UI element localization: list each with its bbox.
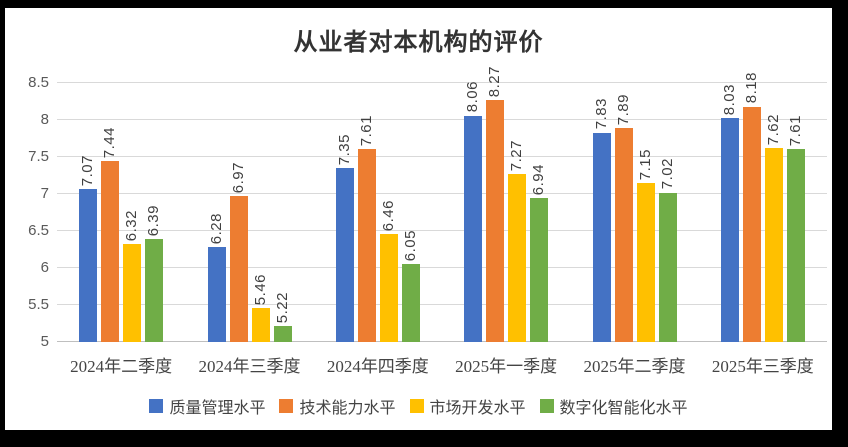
bar-value-label: 6.46 bbox=[379, 199, 397, 231]
y-tick-label: 6 bbox=[40, 259, 49, 276]
gridline bbox=[57, 267, 827, 268]
x-category-label: 2024年二季度 bbox=[70, 357, 173, 376]
legend-item-市场开发水平: 市场开发水平 bbox=[409, 394, 526, 418]
legend-label: 数字化智能化水平 bbox=[559, 400, 688, 417]
bar-value-label: 5.46 bbox=[251, 273, 269, 305]
bar-value-label: 7.27 bbox=[508, 139, 526, 172]
legend-swatch bbox=[149, 399, 164, 413]
bar-value-label: 7.62 bbox=[764, 113, 782, 146]
bar-数字化智能化水平-2024年二季度 bbox=[145, 239, 164, 342]
bar-数字化智能化水平-2025年三季度 bbox=[786, 148, 805, 342]
bar-技术能力水平-2025年一季度 bbox=[486, 100, 505, 342]
bar-质量管理水平-2025年三季度 bbox=[720, 117, 739, 342]
y-tick-label: 7.5 bbox=[28, 148, 49, 165]
y-tick-label: 5.5 bbox=[28, 296, 49, 313]
bar-市场开发水平-2025年三季度 bbox=[764, 148, 783, 342]
bar-value-label: 7.44 bbox=[101, 127, 119, 159]
bar-技术能力水平-2024年四季度 bbox=[357, 148, 376, 342]
bar-value-label: 7.02 bbox=[658, 158, 676, 190]
bar-value-label: 7.15 bbox=[636, 148, 654, 180]
x-category-label: 2025年一季度 bbox=[455, 357, 558, 376]
bar-value-label: 8.03 bbox=[720, 83, 738, 115]
bar-value-label: 6.39 bbox=[145, 204, 163, 237]
legend-item-质量管理水平: 质量管理水平 bbox=[149, 394, 265, 418]
gridline bbox=[57, 230, 827, 231]
y-tick-label: 5 bbox=[40, 333, 49, 350]
bar-value-label: 5.22 bbox=[273, 291, 291, 323]
x-category-label: 2025年三季度 bbox=[711, 357, 814, 376]
legend-swatch bbox=[279, 399, 294, 413]
legend-label: 技术能力水平 bbox=[299, 400, 396, 417]
bar-value-label: 6.28 bbox=[207, 213, 225, 245]
bar-value-label: 6.05 bbox=[401, 230, 419, 262]
bar-value-label: 8.06 bbox=[464, 81, 482, 113]
bar-技术能力水平-2025年三季度 bbox=[742, 106, 761, 342]
bar-value-label: 8.18 bbox=[742, 72, 760, 104]
y-tick-label: 7 bbox=[40, 185, 49, 202]
bar-市场开发水平-2025年二季度 bbox=[636, 182, 655, 342]
bar-value-label: 7.89 bbox=[614, 93, 632, 126]
x-category-label: 2024年四季度 bbox=[326, 357, 429, 376]
x-category-label: 2024年三季度 bbox=[198, 357, 301, 376]
bar-value-label: 7.61 bbox=[357, 114, 375, 146]
bar-数字化智能化水平-2025年二季度 bbox=[658, 192, 677, 342]
bar-value-label: 6.32 bbox=[123, 210, 141, 242]
bar-市场开发水平-2025年一季度 bbox=[508, 174, 527, 342]
legend: 质量管理水平 技术能力水平 市场开发水平 数字化智能化水平 bbox=[5, 394, 832, 418]
bar-value-label: 6.97 bbox=[229, 162, 247, 194]
legend-swatch bbox=[539, 399, 554, 413]
bar-数字化智能化水平-2024年三季度 bbox=[273, 325, 292, 342]
legend-swatch bbox=[409, 399, 424, 413]
gridline bbox=[57, 82, 827, 83]
bar-value-label: 7.35 bbox=[335, 133, 353, 166]
x-axis-labels: 2024年二季度 2024年三季度 2024年四季度 2025年一季度 2025年二季度… bbox=[57, 352, 827, 376]
x-category-label: 2025年二季度 bbox=[583, 357, 686, 376]
gridline bbox=[57, 341, 827, 342]
bar-value-label: 7.07 bbox=[79, 154, 97, 186]
bar-质量管理水平-2024年二季度 bbox=[79, 188, 98, 342]
gridline bbox=[57, 156, 827, 157]
gridline bbox=[57, 304, 827, 305]
bar-value-label: 6.94 bbox=[530, 164, 548, 196]
bar-市场开发水平-2024年四季度 bbox=[379, 233, 398, 342]
gridline bbox=[57, 193, 827, 194]
bar-数字化智能化水平-2024年四季度 bbox=[401, 264, 420, 342]
bar-市场开发水平-2024年二季度 bbox=[123, 244, 142, 342]
y-tick-label: 8 bbox=[40, 111, 49, 128]
bar-value-label: 8.27 bbox=[486, 65, 504, 98]
legend-item-数字化智能化水平: 数字化智能化水平 bbox=[539, 394, 688, 418]
legend-item-技术能力水平: 技术能力水平 bbox=[279, 394, 396, 418]
bar-数字化智能化水平-2025年一季度 bbox=[530, 198, 549, 342]
plot-area: 5 5.5 6 6.5 7 7.5 8 8.5 7.07 7.44 6.32 6.39 6.28 6.97… bbox=[28, 66, 827, 349]
y-tick-label: 8.5 bbox=[28, 74, 49, 91]
legend-label: 质量管理水平 bbox=[169, 400, 266, 417]
chart-card: 从业者对本机构的评价 5 5.5 6 6.5 7 7.5 8 8.5 7.07 7.44 6.32 6… bbox=[5, 8, 832, 430]
gridline bbox=[57, 119, 827, 120]
bar-质量管理水平-2024年三季度 bbox=[207, 247, 226, 342]
bar-市场开发水平-2024年三季度 bbox=[251, 307, 270, 342]
bar-质量管理水平-2025年一季度 bbox=[464, 115, 483, 342]
bar-技术能力水平-2024年三季度 bbox=[229, 196, 248, 342]
bar-质量管理水平-2025年二季度 bbox=[592, 132, 611, 342]
y-tick-label: 6.5 bbox=[28, 222, 49, 239]
bar-技术能力水平-2024年二季度 bbox=[101, 161, 120, 342]
bar-value-label: 7.83 bbox=[592, 98, 610, 130]
bar-value-label: 7.61 bbox=[786, 114, 804, 146]
legend-label: 市场开发水平 bbox=[429, 400, 526, 417]
bar-技术能力水平-2025年二季度 bbox=[614, 128, 633, 342]
chart-title: 从业者对本机构的评价 bbox=[293, 30, 544, 56]
bar-质量管理水平-2024年四季度 bbox=[335, 168, 354, 342]
